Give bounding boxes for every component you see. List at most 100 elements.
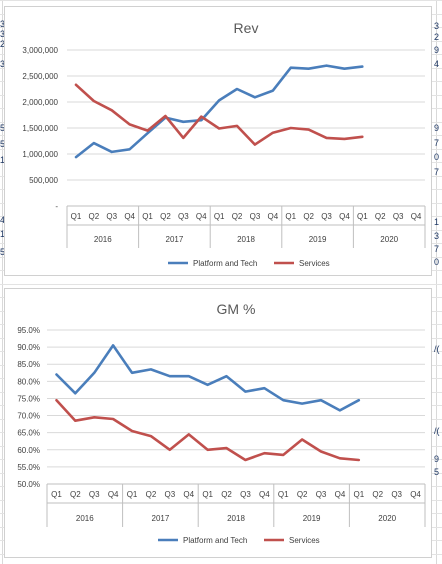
quarter-tick-label: Q3 — [178, 212, 189, 221]
year-tick-label: 2020 — [378, 514, 396, 523]
year-tick-label: 2017 — [166, 235, 184, 244]
quarter-tick-label: Q2 — [232, 212, 243, 221]
quarter-tick-label: Q2 — [89, 212, 100, 221]
left-fragment-text: 2 — [0, 39, 6, 49]
quarter-tick-label: Q1 — [51, 490, 62, 499]
left-fragment-text: 1 — [0, 155, 6, 165]
quarter-tick-label: Q4 — [183, 490, 194, 499]
quarter-tick-label: Q1 — [214, 212, 225, 221]
quarter-tick-label: Q1 — [142, 212, 153, 221]
quarter-tick-label: Q2 — [160, 212, 171, 221]
y-tick-label: 1,000,000 — [22, 150, 58, 159]
quarter-tick-label: Q4 — [259, 490, 270, 499]
right-fragment-text: 7 — [434, 138, 440, 148]
right-fragment-text: /( — [434, 344, 440, 354]
left-fragment-text: 4 — [0, 215, 6, 225]
y-tick-label: 95.0% — [17, 326, 40, 335]
year-tick-label: 2016 — [76, 514, 94, 523]
y-tick-label: 65.0% — [17, 429, 40, 438]
left-fragment-text: 3 — [0, 59, 6, 69]
quarter-tick-label: Q1 — [357, 212, 368, 221]
left-fragment-text: 5 — [0, 247, 6, 257]
y-tick-label: 50.0% — [17, 480, 40, 489]
series-line-services — [74, 83, 364, 146]
year-tick-label: 2019 — [303, 514, 321, 523]
quarter-tick-label: Q4 — [411, 212, 422, 221]
quarter-tick-label: Q2 — [221, 490, 232, 499]
quarter-tick-label: Q2 — [303, 212, 314, 221]
quarter-tick-label: Q3 — [316, 490, 327, 499]
legend-label: Platform and Tech — [183, 536, 247, 545]
year-tick-label: 2016 — [94, 235, 112, 244]
quarter-tick-label: Q3 — [240, 490, 251, 499]
gm-chart[interactable]: GM % 50.0% 55.0% 60.0% 65.0% 70.0% 75.0% 80.0% 8… — [4, 288, 432, 558]
year-tick-label: 2018 — [237, 235, 255, 244]
right-fragment-text: 2 — [434, 32, 440, 42]
chart-title: GM % — [217, 301, 256, 317]
right-fragment-text: 7 — [434, 244, 440, 254]
quarter-tick-label: Q2 — [372, 490, 383, 499]
quarter-tick-label: Q4 — [335, 490, 346, 499]
quarter-tick-label: Q1 — [202, 490, 213, 499]
quarter-tick-label: Q2 — [70, 490, 81, 499]
quarter-tick-label: Q4 — [339, 212, 350, 221]
series-line-platform-and-tech — [74, 64, 364, 159]
left-fragment-text: 3 — [0, 19, 6, 29]
y-tick-label: 85.0% — [17, 360, 40, 369]
quarter-tick-label: Q1 — [127, 490, 138, 499]
right-fragment-text: 9 — [434, 123, 440, 133]
y-tick-label: - — [55, 202, 58, 211]
quarter-tick-label: Q4 — [124, 212, 135, 221]
quarter-tick-label: Q4 — [268, 212, 279, 221]
quarter-tick-label: Q4 — [196, 212, 207, 221]
quarter-tick-label: Q3 — [393, 212, 404, 221]
y-tick-label: 90.0% — [17, 343, 40, 352]
rev-chart-svg: Rev - 500,000 1,000,000 1,500,000 2,000,000 2,… — [22, 20, 426, 268]
series-line-services — [55, 398, 361, 462]
year-tick-label: 2020 — [380, 235, 398, 244]
year-tick-label: 2019 — [309, 235, 327, 244]
left-fragment-text: 5 — [0, 123, 6, 133]
y-tick-label: 3,000,000 — [22, 46, 58, 55]
quarter-tick-label: Q3 — [391, 490, 402, 499]
quarter-tick-label: Q3 — [250, 212, 261, 221]
right-fragment-text: /( — [434, 426, 440, 436]
quarter-tick-label: Q1 — [71, 212, 82, 221]
y-tick-label: 80.0% — [17, 377, 40, 386]
right-fragment-text: 0 — [434, 152, 440, 162]
quarter-tick-label: Q3 — [165, 490, 176, 499]
year-tick-label: 2017 — [152, 514, 170, 523]
y-tick-label: 2,500,000 — [22, 72, 58, 81]
right-fragment-text: 3 — [434, 231, 440, 241]
y-tick-label: 75.0% — [17, 394, 40, 403]
gm-chart-svg: GM % 50.0% 55.0% 60.0% 65.0% 70.0% 75.0% 80.0% 8… — [17, 301, 426, 545]
series-line-platform-and-tech — [55, 344, 361, 412]
quarter-tick-label: Q3 — [321, 212, 332, 221]
quarter-tick-label: Q2 — [146, 490, 157, 499]
quarter-tick-label: Q1 — [285, 212, 296, 221]
y-tick-label: 60.0% — [17, 446, 40, 455]
year-tick-label: 2018 — [227, 514, 245, 523]
quarter-tick-label: Q3 — [106, 212, 117, 221]
right-fragment-text: 4 — [434, 59, 440, 69]
y-tick-label: 500,000 — [29, 176, 58, 185]
legend-label: Services — [289, 536, 320, 545]
quarter-tick-label: Q2 — [375, 212, 386, 221]
quarter-tick-label: Q2 — [297, 490, 308, 499]
quarter-tick-label: Q1 — [278, 490, 289, 499]
legend-label: Services — [299, 259, 330, 268]
right-fragment-text: 9 — [434, 45, 440, 55]
y-tick-label: 2,000,000 — [22, 98, 58, 107]
quarter-tick-label: Q3 — [89, 490, 100, 499]
right-fragment-text: 9 — [434, 454, 440, 464]
y-tick-label: 70.0% — [17, 412, 40, 421]
quarter-tick-label: Q4 — [410, 490, 421, 499]
legend-label: Platform and Tech — [193, 259, 257, 268]
rev-chart[interactable]: Rev - 500,000 1,000,000 1,500,000 2,000,000 2,… — [4, 6, 432, 276]
left-fragment-text: 1 — [0, 229, 6, 239]
right-fragment-text: 7 — [434, 167, 440, 177]
right-fragment-text: 5 — [434, 467, 440, 477]
quarter-tick-label: Q4 — [108, 490, 119, 499]
left-fragment-text: 5 — [0, 139, 6, 149]
right-fragment-text: 0 — [434, 257, 440, 267]
